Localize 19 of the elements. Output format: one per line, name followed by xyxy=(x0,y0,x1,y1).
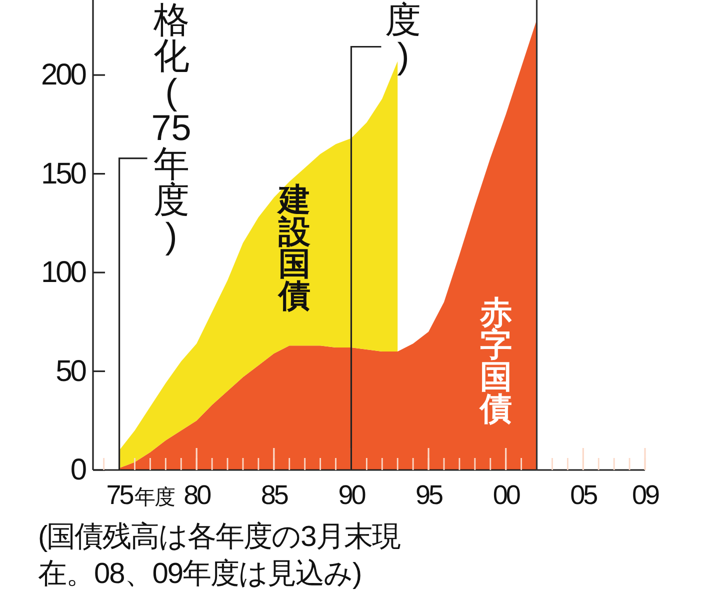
y-tick-label: 150 xyxy=(40,157,86,190)
y-tick-label: 50 xyxy=(56,354,86,388)
y-tick-label: 0 xyxy=(70,454,86,486)
x-tick-label: 90 xyxy=(338,480,366,510)
x-tick-label: 75 xyxy=(106,480,134,510)
x-tick-label: 85 xyxy=(260,480,288,510)
y-tick-label: 100 xyxy=(40,256,86,290)
series-label: 建設国債 xyxy=(276,182,310,314)
x-tick-label: 05 xyxy=(570,480,598,510)
y-tick-label: 200 xyxy=(40,58,86,92)
text: (国債残高は各年度の3月末現在。08、09年度は見込み) xyxy=(38,521,401,590)
x-tick-label: 09 xyxy=(632,480,659,510)
x-tick-label: 00 xyxy=(492,480,520,510)
ref-line-label: 度) xyxy=(385,0,422,76)
ref-line-label: 格化(75年度) xyxy=(151,0,192,256)
x-axis-title: 年度 xyxy=(134,486,174,509)
x-tick-label: 80 xyxy=(184,480,211,510)
series-label: 赤字国債 xyxy=(478,294,512,426)
x-tick-label: 95 xyxy=(416,480,443,510)
